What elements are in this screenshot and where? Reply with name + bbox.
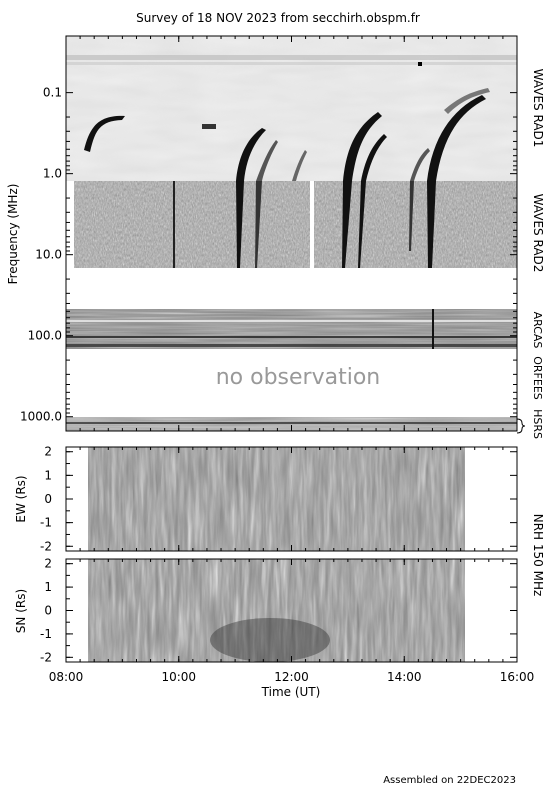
label-orfees: ORFEES — [531, 356, 544, 400]
label-waves-rad1: WAVES RAD1 — [531, 69, 545, 148]
spectrum-y-tick-label: 1.0 — [43, 167, 62, 181]
ew-y-tick-label: 2 — [44, 445, 52, 459]
x-tick-label: 08:00 — [49, 670, 84, 684]
sn-y-axis: 2 1 0 -1 -2 — [40, 557, 517, 664]
x-axis-label: Time (UT) — [261, 685, 321, 699]
x-tick-label: 16:00 — [500, 670, 535, 684]
spectrum-y-tick-label: 10.0 — [35, 248, 62, 262]
ew-y-label: EW (Rs) — [14, 475, 28, 522]
x-tick-label: 10:00 — [161, 670, 196, 684]
nrh-ew-panel — [88, 447, 465, 551]
no-observation-text: no observation — [216, 365, 381, 390]
ew-y-tick-label: -1 — [40, 516, 52, 530]
spectrum-y-axis: 0.1 1.0 10.0 100.0 1000.0 — [20, 86, 517, 424]
spectrum-y-tick-label: 1000.0 — [20, 410, 62, 424]
rad2-panel — [74, 181, 517, 268]
sn-y-label: SN (Rs) — [14, 589, 28, 633]
arcas-panel — [66, 309, 517, 349]
time-x-axis: 08:00 10:00 12:00 14:00 16:00 — [49, 36, 535, 684]
ew-y-tick-label: 1 — [44, 468, 52, 482]
spectrum-y-label: Frequency (MHz) — [6, 184, 20, 285]
ew-y-axis: 2 1 0 -1 -2 — [40, 445, 517, 553]
label-nrh: NRH 150 MHz — [531, 514, 545, 597]
label-arcas: ARCAS — [531, 312, 544, 349]
x-tick-label: 14:00 — [387, 670, 422, 684]
label-waves-rad2: WAVES RAD2 — [531, 194, 545, 273]
radio-bursts-rad1 — [84, 62, 490, 181]
ew-y-tick-label: -2 — [40, 539, 52, 553]
radio-bursts-rad2 — [173, 181, 436, 268]
nrh-sn-panel — [88, 559, 465, 662]
sn-y-tick-label: 2 — [44, 557, 52, 571]
label-hsrs: HSRS — [531, 409, 544, 439]
ew-y-tick-label: 0 — [44, 492, 52, 506]
x-tick-label: 12:00 — [274, 670, 309, 684]
sn-y-tick-label: -1 — [40, 627, 52, 641]
sn-y-tick-label: 0 — [44, 604, 52, 618]
rad1-panel — [66, 36, 517, 181]
assembled-footer: Assembled on 22DEC2023 — [383, 775, 516, 786]
chart-title: Survey of 18 NOV 2023 from secchirh.obsp… — [136, 11, 420, 25]
sn-y-tick-label: 1 — [44, 580, 52, 594]
spectrum-y-tick-label: 100.0 — [28, 329, 62, 343]
sn-y-tick-label: -2 — [40, 650, 52, 664]
spectrum-y-tick-label: 0.1 — [43, 86, 62, 100]
